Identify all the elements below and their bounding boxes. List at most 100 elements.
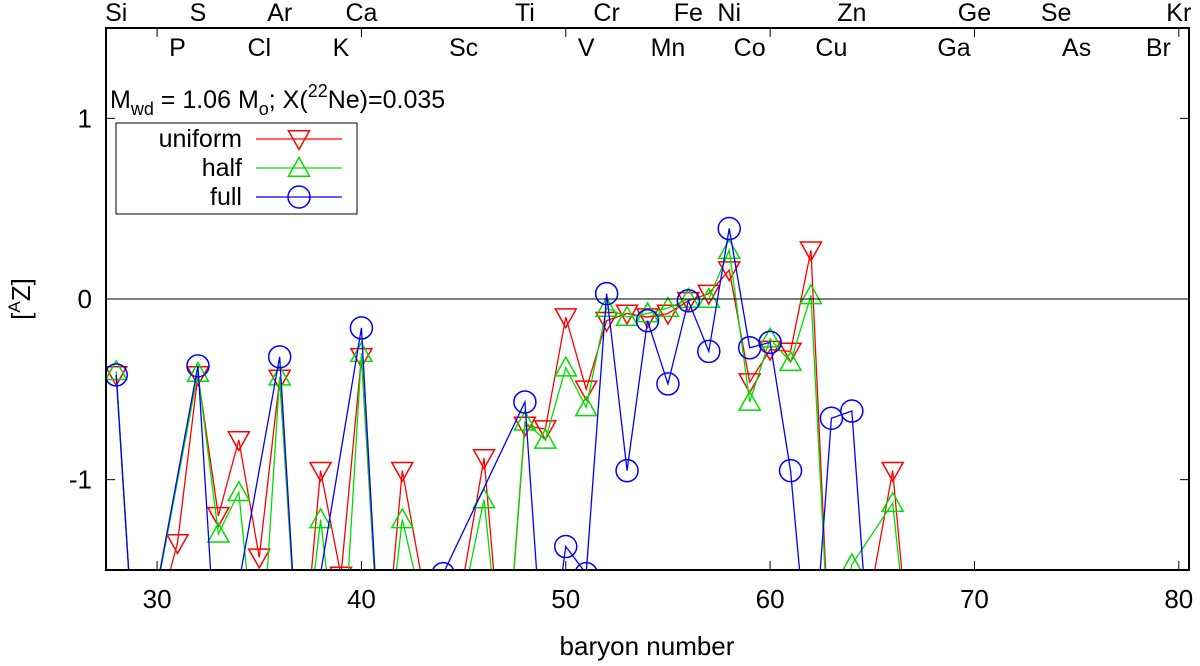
data-point-full (819, 406, 844, 430)
data-point-full (349, 316, 374, 340)
series-line-uniform (115, 250, 903, 570)
annotation-iso: Ne)=0.035 (328, 86, 445, 114)
data-point-uniform (308, 461, 333, 483)
data-point-uniform (799, 241, 823, 263)
data-point-half (676, 286, 701, 308)
data-point-half (349, 341, 374, 363)
x-tick-label: 70 (960, 584, 989, 614)
data-point-uniform (635, 308, 660, 330)
legend-marker-uniform (287, 130, 311, 152)
annotation-m: M (110, 86, 131, 114)
y-tick-label: -1 (69, 465, 92, 495)
data-point-uniform (165, 533, 190, 555)
data-point-full (106, 363, 128, 387)
data-point-half (615, 305, 639, 327)
legend-samples (256, 130, 342, 209)
element-label-Cr: Cr (593, 0, 619, 27)
data-point-full (615, 458, 639, 483)
element-label-Cu: Cu (815, 34, 847, 62)
y-axis-title-close: ] (6, 278, 36, 285)
element-label-Ti: Ti (515, 0, 535, 27)
data-point-half (574, 395, 598, 417)
y-axis-title-open: [ (6, 312, 36, 320)
data-point-half (513, 409, 537, 431)
data-point-full (778, 458, 803, 483)
y-tick-label: 1 (78, 103, 92, 133)
element-label-V: V (578, 34, 595, 62)
series-line-full (115, 228, 864, 570)
data-point-full (656, 372, 680, 396)
data-point-full (594, 281, 619, 306)
data-point-half (594, 296, 619, 317)
data-point-full (431, 561, 455, 570)
data-point-full (758, 330, 782, 355)
data-point-half (880, 491, 905, 513)
data-point-uniform (329, 566, 353, 570)
y-tick-label: 0 (78, 284, 92, 314)
element-label-S: S (190, 0, 207, 27)
data-point-full (575, 561, 598, 570)
element-label-Cl: Cl (247, 34, 271, 62)
data-point-full (554, 534, 578, 559)
data-point-uniform (390, 461, 415, 483)
element-label-Ar: Ar (267, 0, 292, 27)
x-tick-label: 80 (1164, 584, 1193, 614)
data-point-half (656, 296, 680, 317)
element-label-Se: Se (1041, 0, 1072, 27)
x-tick-label: 50 (551, 584, 580, 614)
data-point-half (553, 355, 578, 377)
element-label-Ga: Ga (937, 34, 970, 62)
data-point-uniform (227, 430, 251, 452)
data-point-full (513, 390, 537, 414)
data-point-uniform (472, 449, 496, 471)
data-point-uniform (553, 308, 578, 330)
data-point-uniform (656, 304, 680, 326)
data-point-full (697, 339, 721, 364)
data-point-half (697, 286, 721, 308)
y-axis-title-sup: A (5, 301, 24, 313)
data-point-uniform (697, 284, 721, 306)
x-tick-label: 40 (347, 584, 376, 614)
element-label-Ge: Ge (958, 0, 991, 27)
element-label-As: As (1062, 34, 1091, 62)
legend-label-full: full (210, 183, 242, 211)
data-point-uniform (533, 420, 558, 442)
data-point-uniform (594, 311, 619, 333)
data-point-half (799, 283, 823, 305)
y-axis-title: [AZ] (5, 278, 36, 320)
data-point-half (758, 326, 782, 348)
annotation-m-sub: wd (130, 99, 154, 119)
series-line-half (115, 247, 901, 570)
data-point-uniform (267, 369, 292, 391)
data-point-uniform (247, 548, 272, 570)
element-label-Sc: Sc (449, 34, 478, 62)
data-point-uniform (778, 342, 803, 364)
data-point-full (717, 216, 741, 241)
data-point-uniform (880, 461, 905, 483)
x-tick-label: 60 (756, 584, 785, 614)
element-label-Ni: Ni (717, 0, 741, 27)
data-point-half (533, 427, 558, 449)
data-point-uniform (717, 261, 742, 283)
legend-label-uniform: uniform (159, 125, 242, 153)
element-label-P: P (169, 34, 186, 62)
data-point-half (842, 552, 862, 570)
data-point-half (308, 507, 333, 529)
element-label-Kr: Kr (1166, 0, 1191, 27)
data-point-half (717, 238, 742, 260)
legend: uniform half full (115, 122, 358, 215)
data-point-full (635, 308, 660, 333)
data-point-uniform (574, 380, 598, 402)
data-point-half (206, 521, 231, 543)
annotation-mass: = 1.06 M (154, 86, 259, 114)
data-point-half (778, 350, 803, 372)
element-labels: Si S Ar Ca Ti Cr Fe Ni Zn Ge Se Kr P Cl K Sc V Mn Co Cu Ga As… (105, 0, 1191, 62)
legend-label-half: half (202, 154, 242, 182)
element-label-K: K (333, 34, 350, 62)
element-label-Zn: Zn (837, 0, 866, 27)
element-label-Si: Si (105, 0, 127, 27)
data-point-uniform (737, 373, 762, 395)
axes: 30 40 50 60 70 80 -1 0 1 (69, 28, 1193, 614)
element-label-Ca: Ca (345, 0, 377, 27)
